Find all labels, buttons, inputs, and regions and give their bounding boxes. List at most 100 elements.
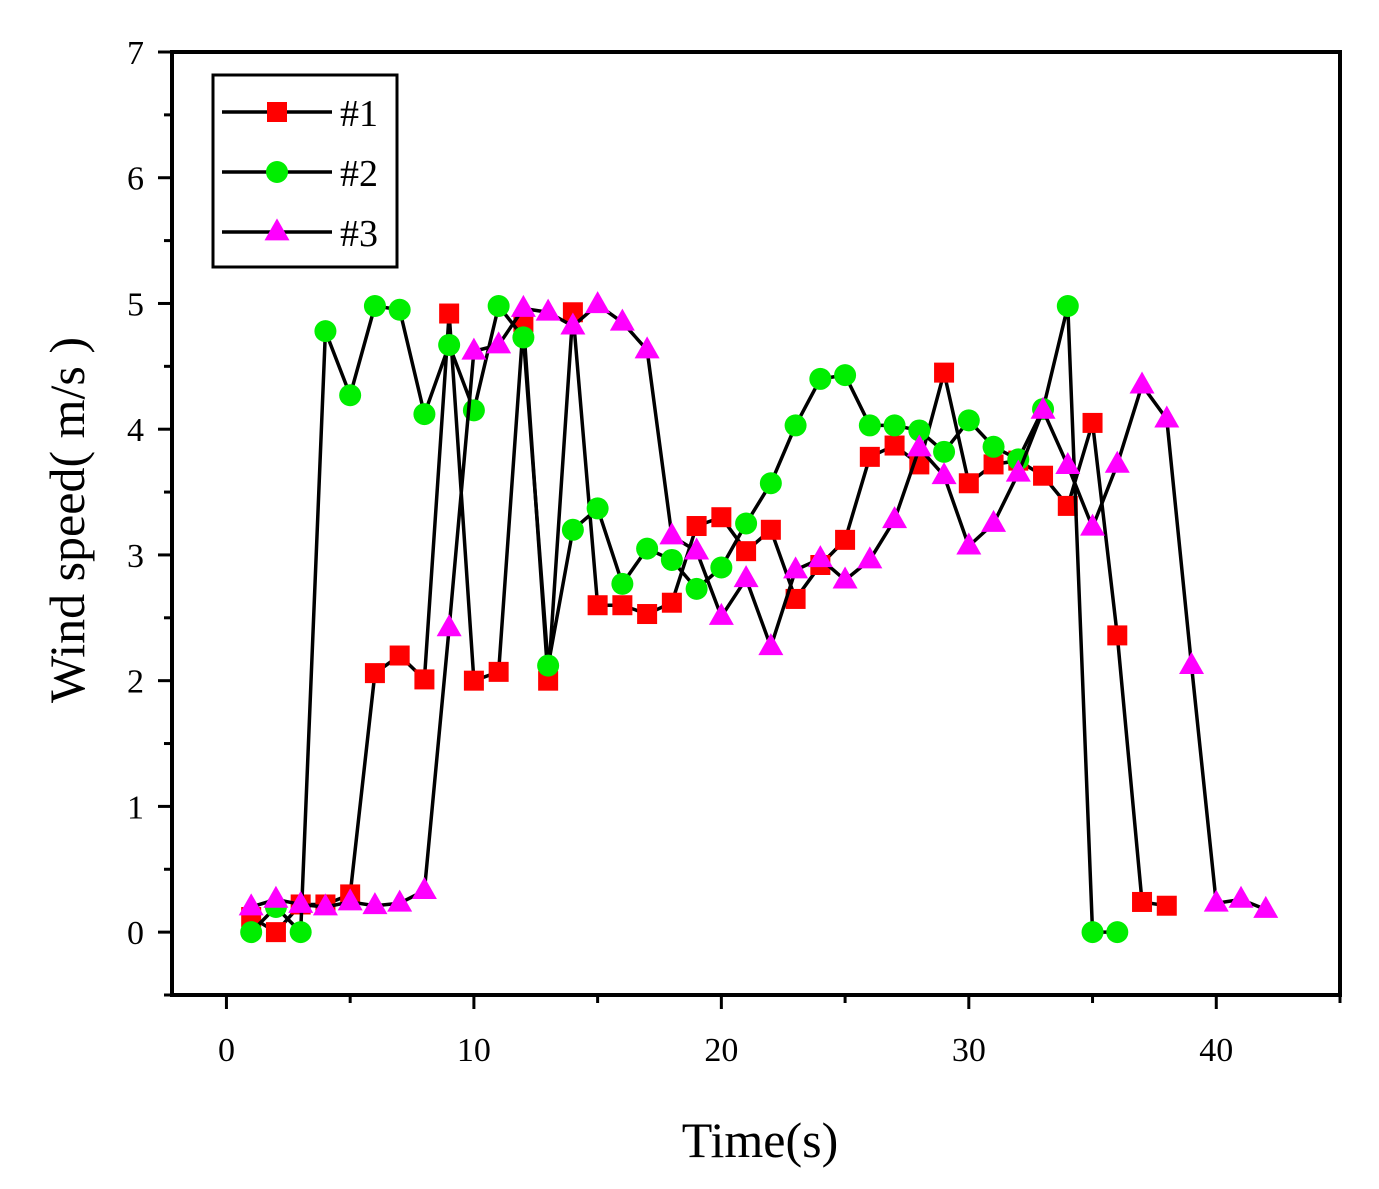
series-3-point (362, 892, 388, 915)
series-2-point (883, 414, 906, 437)
legend-marker-2 (266, 161, 288, 183)
y-tick-label: 1 (127, 789, 144, 826)
series-1-point (414, 669, 435, 690)
series-2-point (834, 364, 857, 387)
series-2-point (314, 320, 337, 343)
series-2-point (710, 556, 733, 579)
series-2-point (660, 548, 683, 571)
series-3-point (312, 893, 338, 916)
series-1-point (1156, 895, 1177, 916)
series-3-point (1253, 895, 1279, 918)
series-3-point (411, 877, 437, 900)
series-2-point (858, 414, 881, 437)
series-2-point (685, 577, 708, 600)
series-1-point (711, 507, 732, 528)
x-tick-label: 20 (704, 1032, 738, 1069)
series-2-point (957, 409, 980, 432)
y-tick-label: 0 (127, 915, 144, 952)
series-3-point (684, 537, 710, 560)
y-axis-title: Wind speed( m/s ) (39, 337, 95, 703)
series-3-point (783, 556, 809, 579)
series-3-point (263, 885, 289, 908)
series-layer (238, 291, 1279, 944)
series-3-point (882, 506, 908, 529)
series-3-point (659, 522, 685, 545)
tick-labels: 0 10 20 30 40 0 1 2 3 4 5 6 7 (127, 35, 1233, 1069)
series-3-point (1030, 396, 1056, 419)
series-1-point (488, 661, 509, 682)
series-3-point (387, 889, 413, 912)
series-1-point (538, 670, 559, 691)
series-1-point (1033, 465, 1054, 486)
series-2-point (735, 512, 758, 535)
series-1-point (1107, 625, 1128, 646)
series-2-point (413, 403, 436, 426)
series-1-point (958, 473, 979, 494)
series-1-point (265, 922, 286, 943)
series-1-point (835, 529, 856, 550)
series-1-point (686, 516, 707, 537)
series-3-point (758, 633, 784, 656)
series-3-point (461, 337, 487, 360)
series-3-point (288, 890, 314, 913)
legend: #1 #2 #3 (211, 73, 399, 269)
series-1-line (250, 310, 1168, 934)
series-1 (241, 302, 1177, 943)
x-tick-label: 40 (1199, 1032, 1233, 1069)
series-2-point (636, 537, 659, 560)
x-tick-label: 10 (457, 1032, 491, 1069)
series-1-point (934, 362, 955, 383)
x-tick-label: 30 (952, 1032, 986, 1069)
series-2-point (586, 497, 609, 520)
series-2-point (363, 294, 386, 317)
series-1-point (612, 595, 633, 616)
y-tick-label: 2 (127, 664, 144, 701)
series-1-point (736, 541, 757, 562)
series-1-point (661, 592, 682, 613)
legend-label-2: #2 (340, 153, 378, 195)
series-3-point (1080, 513, 1106, 536)
legend-marker-3 (264, 218, 290, 241)
series-2 (240, 294, 1129, 944)
series-1-point (983, 454, 1004, 475)
series-2-point (784, 414, 807, 437)
legend-label-3: #3 (340, 213, 378, 255)
series-2-point (982, 435, 1005, 458)
series-3-point (733, 565, 759, 588)
series-3-point (1179, 651, 1205, 674)
series-3-point (807, 545, 833, 568)
series-1-point (463, 670, 484, 691)
plot-frame (170, 50, 1342, 997)
series-1-point (859, 446, 880, 467)
y-tick-label: 5 (127, 286, 144, 323)
series-3-point (1104, 450, 1130, 473)
series-3-point (1005, 459, 1031, 482)
series-3-point (1154, 405, 1180, 428)
series-2-point (908, 419, 931, 442)
series-2-point (1056, 294, 1079, 317)
series-2-point (809, 367, 832, 390)
series-3-point (956, 532, 982, 555)
series-1-point (785, 588, 806, 609)
series-1-point (587, 595, 608, 616)
series-1-point (1057, 495, 1078, 516)
series-2-point (339, 384, 362, 407)
series-3-point (238, 893, 264, 916)
series-2-point (561, 518, 584, 541)
series-3-point (510, 294, 536, 317)
x-axis-title: Time(s) (682, 1112, 839, 1168)
series-2-point (512, 326, 535, 349)
series-1-point (1082, 412, 1103, 433)
series-2-point (759, 472, 782, 495)
series-2-point (487, 294, 510, 317)
series-2-point (240, 921, 263, 944)
series-2-point (933, 440, 956, 463)
series-1-point (760, 519, 781, 540)
series-3-point (535, 298, 561, 321)
series-2-point (1007, 448, 1030, 471)
series-3-point (1129, 371, 1155, 394)
x-tick-label: 0 (218, 1032, 235, 1069)
series-3-point (1228, 885, 1254, 908)
axis-ticks (158, 50, 1342, 1009)
